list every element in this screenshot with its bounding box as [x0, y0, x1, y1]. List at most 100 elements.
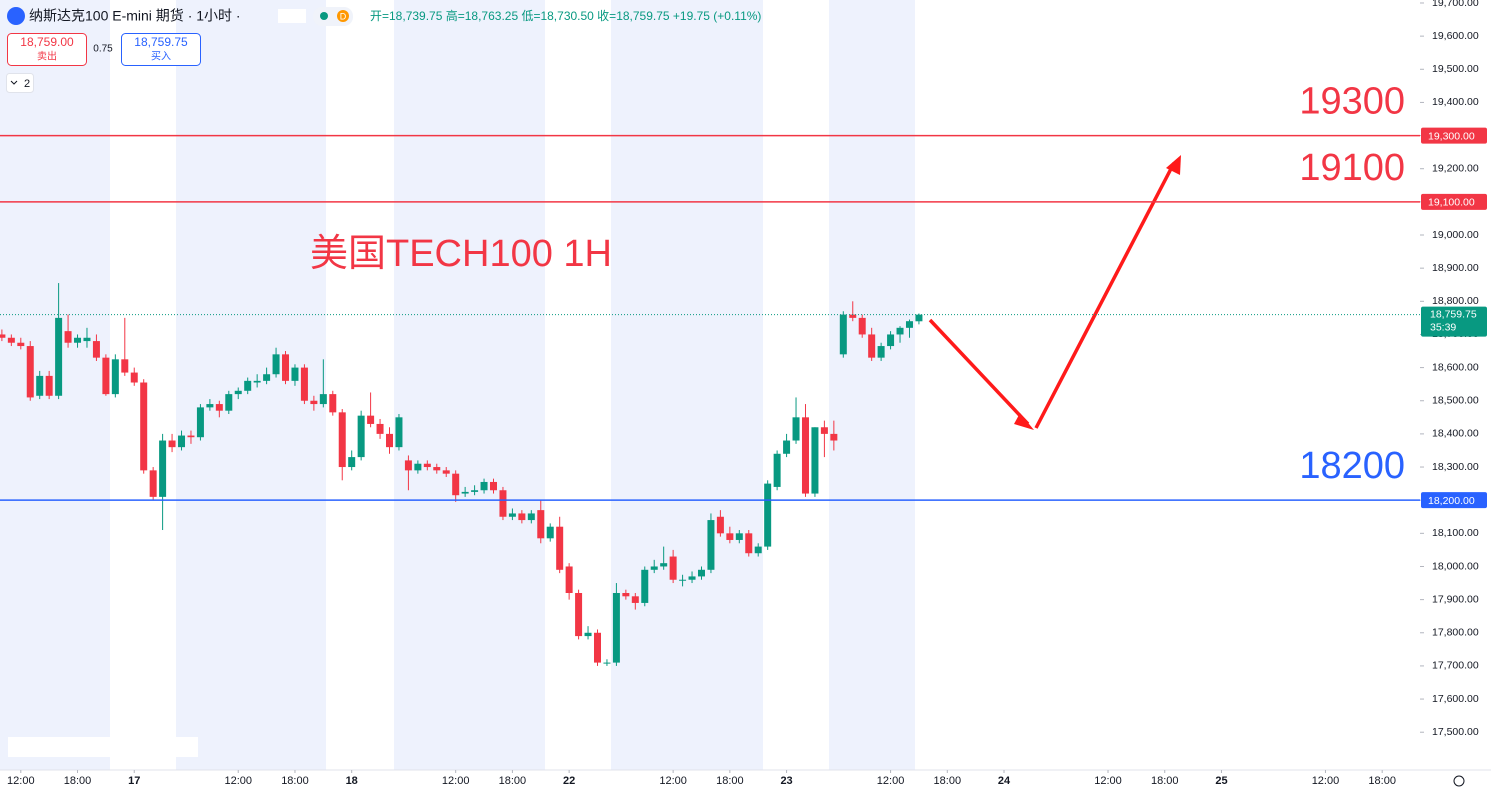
candle-body	[773, 453, 781, 487]
symbol-icon	[7, 7, 25, 25]
y-tick-label: 17,700.00	[1432, 660, 1479, 672]
candle-body	[7, 337, 15, 343]
arrow-down	[928, 318, 1030, 426]
candle-body	[234, 390, 242, 395]
candle-body	[206, 404, 214, 408]
level-text: 19100	[1299, 147, 1405, 189]
candle-body	[565, 566, 573, 593]
candle-body	[36, 375, 44, 396]
candle-body	[490, 481, 498, 491]
candle-body	[149, 470, 157, 497]
candle-body	[442, 470, 450, 474]
y-tick-label: 18,500.00	[1432, 395, 1479, 407]
candle-body	[726, 533, 734, 540]
candle-body	[603, 662, 611, 664]
candle-body	[452, 473, 460, 496]
x-tick-label: 22	[563, 775, 575, 787]
candle-body	[263, 374, 271, 381]
candle-body	[584, 632, 592, 637]
candle-body	[130, 372, 138, 383]
y-tick-label: 17,500.00	[1432, 726, 1479, 738]
candle-body	[612, 592, 620, 663]
candle-body	[433, 467, 441, 471]
candle-body	[518, 513, 526, 521]
x-tick-label: 17	[128, 775, 140, 787]
candle-body	[527, 513, 535, 521]
x-tick-label: 18:00	[1151, 775, 1179, 787]
candle-body	[386, 433, 394, 448]
candle-body	[272, 354, 280, 375]
x-tick-label: 24	[998, 775, 1011, 787]
candle-body	[244, 380, 252, 391]
level-tag-label: 19,100.00	[1428, 197, 1475, 209]
candle-body	[887, 334, 895, 347]
x-tick-label: 18	[346, 775, 358, 787]
y-tick-label: 18,000.00	[1432, 560, 1479, 572]
candle-body	[622, 592, 630, 597]
candle-body	[915, 314, 923, 322]
candle-body	[102, 357, 110, 395]
candle-body	[716, 516, 724, 534]
candle-body	[111, 359, 119, 395]
spread: 0.75	[93, 44, 113, 55]
candle-body	[896, 327, 904, 335]
candle-body	[196, 407, 204, 438]
candle-body	[754, 546, 762, 554]
candle-body	[745, 533, 753, 554]
candle-body	[688, 576, 696, 580]
candle-body	[650, 566, 658, 570]
level-tag-label: 19,300.00	[1428, 130, 1475, 142]
badge-bg	[337, 10, 349, 22]
annotation: 美国TECH100 1H	[310, 233, 612, 275]
candle-body	[820, 427, 828, 434]
candle-body	[905, 321, 913, 328]
candle-body	[508, 513, 516, 517]
buy-label: 买入	[151, 51, 171, 63]
y-tick-label: 19,500.00	[1432, 63, 1479, 75]
candle-body	[471, 490, 479, 492]
y-tick-label: 18,800.00	[1432, 295, 1479, 307]
candle-body	[348, 457, 356, 468]
x-tick-label: 18:00	[281, 775, 309, 787]
candle-body	[556, 526, 564, 570]
candle-body	[55, 317, 63, 396]
buy-price: 18,759.75	[134, 35, 188, 49]
mask	[278, 9, 306, 23]
x-tick-label: 18:00	[1368, 775, 1396, 787]
session-band	[0, 0, 110, 770]
candle-body	[187, 435, 195, 438]
mask	[8, 737, 198, 757]
candle-body	[735, 533, 743, 540]
candle-body	[45, 375, 53, 396]
x-tick-label: 12:00	[442, 775, 470, 787]
x-tick-label: 12:00	[1094, 775, 1122, 787]
candle-body	[376, 423, 384, 434]
candle-body	[121, 359, 129, 373]
candle-body	[679, 579, 687, 581]
candle-body	[877, 346, 885, 358]
ohlc-line: 开=18,739.75 高=18,763.25 低=18,730.50 收=18…	[370, 8, 761, 23]
candle-body	[64, 331, 72, 343]
level-tag-label: 18,200.00	[1428, 495, 1475, 507]
countdown: 35:39	[1430, 321, 1456, 333]
x-tick-label: 18:00	[716, 775, 744, 787]
candle-body	[575, 592, 583, 637]
y-tick-label: 19,400.00	[1432, 96, 1479, 108]
candle-body	[764, 483, 772, 547]
indicator-toggle[interactable]	[6, 73, 34, 93]
candle-body	[414, 463, 422, 471]
buy-button[interactable]	[121, 33, 201, 66]
candle-body	[282, 354, 290, 381]
candle-body	[641, 569, 649, 603]
settings-icon[interactable]	[1453, 775, 1465, 787]
x-tick-label: 18:00	[64, 775, 92, 787]
candle-body	[26, 346, 34, 398]
candle-body	[546, 526, 554, 539]
candle-body	[499, 490, 507, 517]
candle-body	[480, 481, 488, 491]
sell-button[interactable]	[7, 33, 87, 66]
session-band	[829, 0, 915, 770]
last-price-tag	[1421, 306, 1487, 337]
y-tick-label: 18,900.00	[1432, 262, 1479, 274]
x-tick-label: 12:00	[7, 775, 35, 787]
